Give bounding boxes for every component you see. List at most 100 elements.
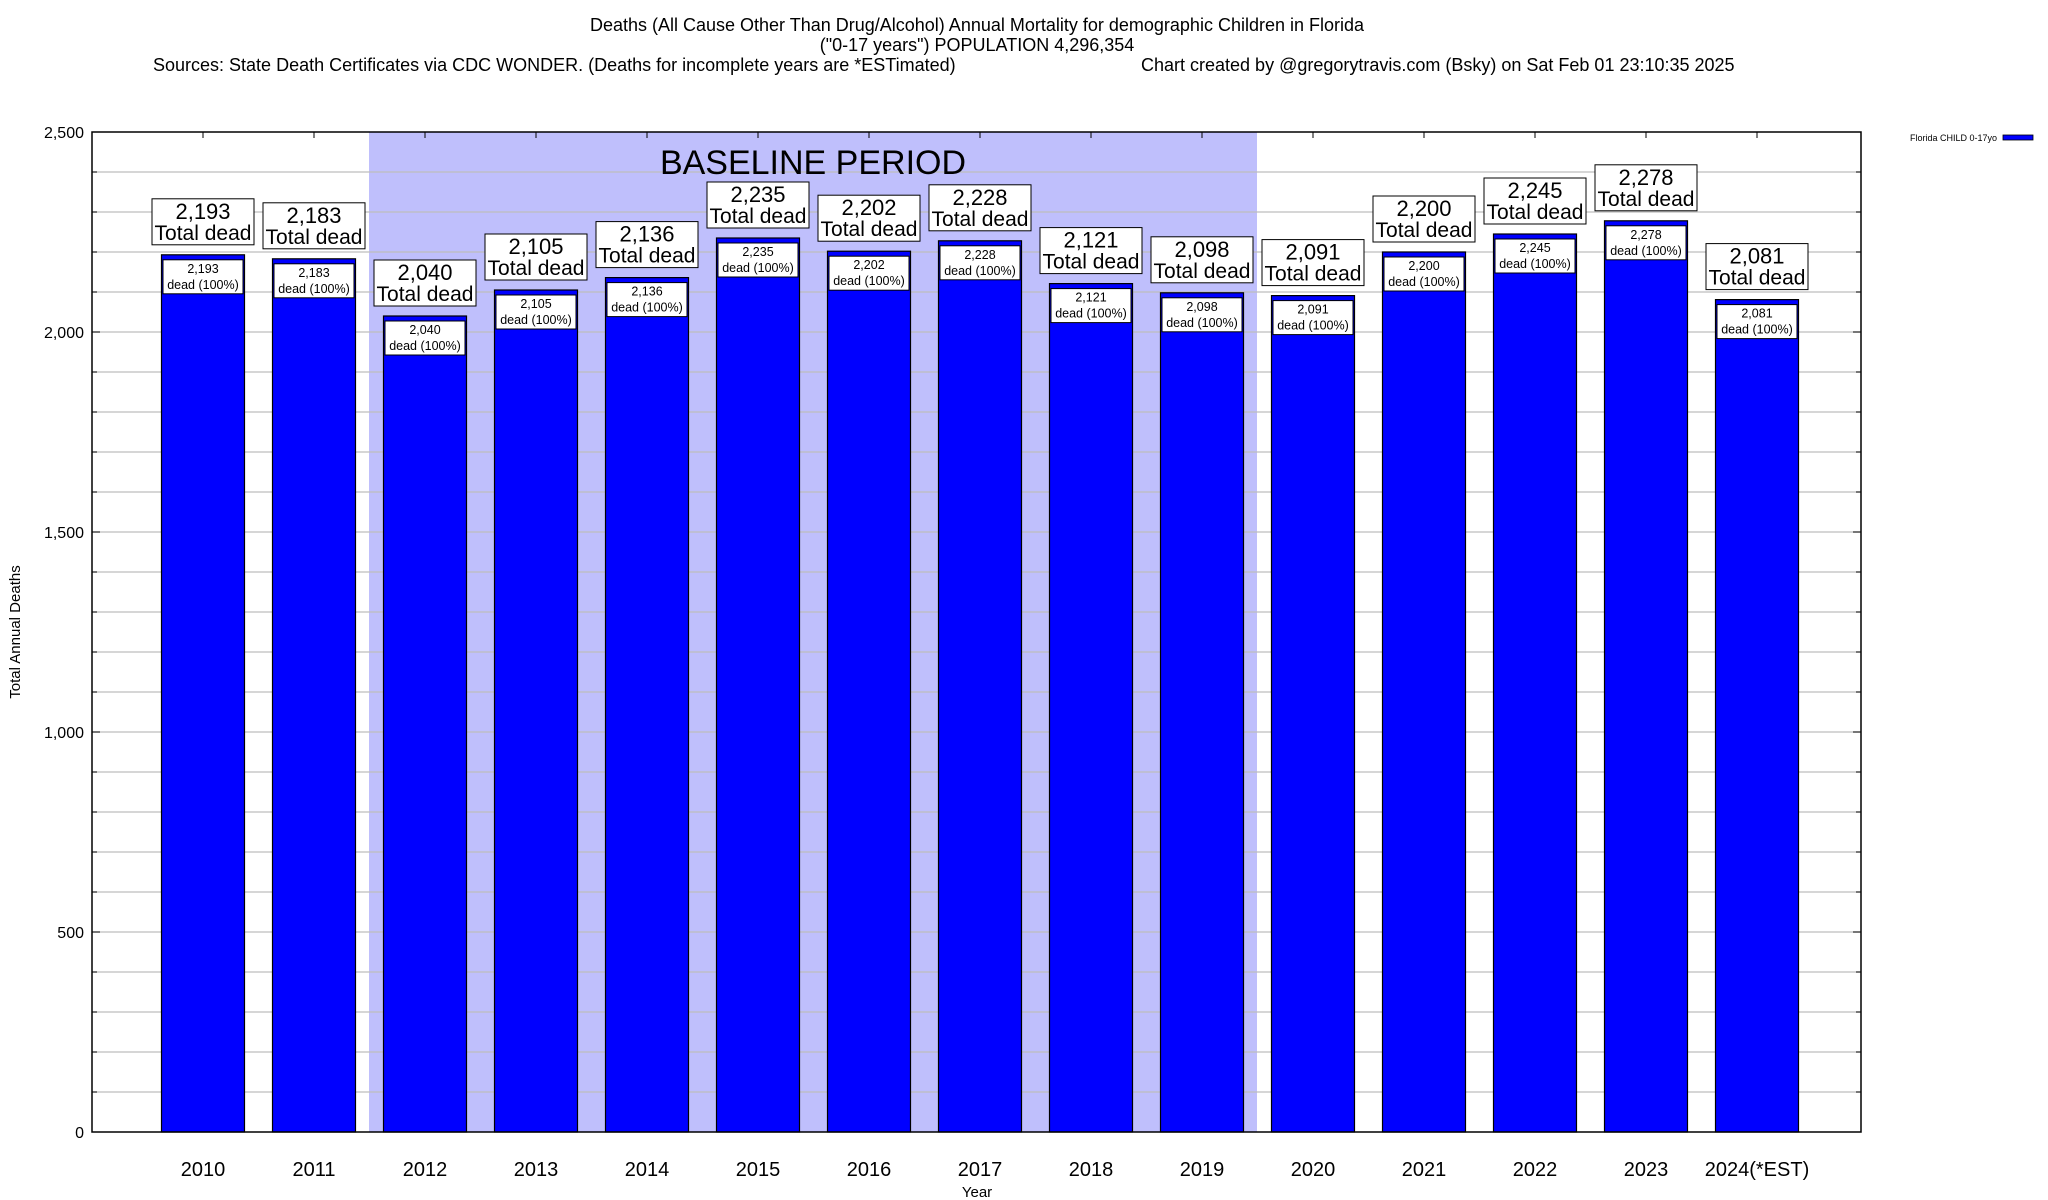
bar-2014 — [604, 277, 690, 1133]
inner-label-text: dead (100%) — [944, 264, 1016, 278]
total-label-value: 2,091 — [1285, 240, 1340, 265]
total-label-box — [1483, 177, 1587, 225]
inner-label-value: 2,202 — [853, 258, 884, 272]
total-label-box — [484, 233, 588, 281]
total-label-value: 2,245 — [1507, 178, 1562, 203]
total-label-box — [1372, 195, 1476, 243]
total-label-text: Total dead — [710, 205, 807, 228]
total-label-box — [1261, 239, 1365, 287]
total-label-text: Total dead — [266, 226, 363, 249]
y-tick-label: 500 — [57, 925, 84, 942]
total-label-text: Total dead — [932, 208, 1029, 231]
inner-label-value: 2,098 — [1186, 300, 1217, 314]
inner-label-text: dead (100%) — [1610, 244, 1682, 258]
total-label-value: 2,228 — [952, 185, 1007, 210]
inner-label-text: dead (100%) — [1388, 275, 1460, 289]
total-label-value: 2,183 — [286, 203, 341, 228]
chart-title: Deaths (All Cause Other Than Drug/Alcoho… — [590, 15, 1365, 35]
y-tick-label: 1,000 — [44, 725, 84, 742]
bar-2016 — [826, 250, 912, 1133]
x-tick-label: 2014 — [625, 1159, 670, 1181]
y-axis-label: Total Annual Deaths — [7, 565, 24, 698]
total-label-value: 2,278 — [1618, 165, 1673, 190]
legend-swatch — [2002, 134, 2034, 141]
inner-label-value: 2,200 — [1408, 259, 1439, 273]
inner-label-box — [717, 242, 799, 278]
total-label-box — [706, 181, 810, 229]
legend: Florida CHILD 0-17yo — [1910, 133, 2034, 143]
total-label-value: 2,098 — [1174, 237, 1229, 262]
bar-2023 — [1603, 220, 1689, 1133]
inner-label-text: dead (100%) — [278, 282, 350, 296]
chart-sources: Sources: State Death Certificates via CD… — [153, 55, 956, 75]
x-tick-label: 2013 — [514, 1159, 559, 1181]
inner-label-box — [606, 282, 688, 318]
bar-2011 — [271, 258, 357, 1133]
inner-label-text: dead (100%) — [1166, 316, 1238, 330]
inner-label-box — [384, 320, 466, 356]
total-label-box — [928, 184, 1032, 232]
inner-label-value: 2,040 — [409, 323, 440, 337]
total-label-box — [262, 202, 366, 250]
total-label-text: Total dead — [1487, 201, 1584, 224]
inner-label-box — [495, 294, 577, 330]
x-tick-label: 2015 — [736, 1159, 781, 1181]
total-label-text: Total dead — [377, 283, 474, 306]
x-tick-label: 2017 — [958, 1159, 1003, 1181]
total-label-box — [595, 221, 699, 269]
inner-label-text: dead (100%) — [167, 278, 239, 292]
total-label-value: 2,136 — [619, 222, 674, 247]
x-tick-label: 2010 — [181, 1159, 226, 1181]
bar-2019 — [1159, 292, 1245, 1133]
inner-label-box — [1605, 225, 1687, 261]
bar-2021 — [1381, 251, 1467, 1133]
bar-2012 — [382, 315, 468, 1133]
x-tick-label: 2024(*EST) — [1705, 1159, 1810, 1181]
inner-label-text: dead (100%) — [500, 313, 572, 327]
total-label-box — [1594, 164, 1698, 212]
inner-label-value: 2,183 — [298, 266, 329, 280]
total-label-text: Total dead — [155, 222, 252, 245]
inner-label-box — [1272, 300, 1354, 336]
total-label-box — [151, 198, 255, 246]
total-label-text: Total dead — [1376, 219, 1473, 242]
total-label-value: 2,040 — [397, 260, 452, 285]
inner-label-value: 2,245 — [1519, 241, 1550, 255]
inner-label-text: dead (100%) — [833, 274, 905, 288]
total-label-box — [1150, 236, 1254, 284]
total-label-box — [1039, 227, 1143, 275]
inner-label-box — [939, 245, 1021, 281]
chart-credit: Chart created by @gregorytravis.com (Bsk… — [1141, 55, 1735, 75]
bar-2024(*EST) — [1714, 299, 1800, 1133]
legend-label: Florida CHILD 0-17yo — [1910, 133, 1997, 143]
total-label-text: Total dead — [1598, 188, 1695, 211]
total-label-text: Total dead — [1265, 263, 1362, 286]
inner-label-value: 2,091 — [1297, 303, 1328, 317]
total-label-text: Total dead — [599, 245, 696, 268]
inner-label-value: 2,105 — [520, 297, 551, 311]
inner-label-value: 2,193 — [187, 262, 218, 276]
inner-label-text: dead (100%) — [722, 261, 794, 275]
x-tick-label: 2020 — [1291, 1159, 1336, 1181]
total-label-text: Total dead — [821, 218, 918, 241]
bar-2020 — [1270, 295, 1356, 1133]
inner-label-text: dead (100%) — [1277, 319, 1349, 333]
bar-2013 — [493, 289, 579, 1133]
total-label-text: Total dead — [1043, 251, 1140, 274]
inner-label-text: dead (100%) — [1499, 257, 1571, 271]
inner-label-value: 2,278 — [1630, 228, 1661, 242]
bar-2018 — [1048, 283, 1134, 1133]
y-tick-label: 0 — [75, 1125, 84, 1142]
inner-label-box — [1383, 256, 1465, 292]
inner-label-text: dead (100%) — [389, 339, 461, 353]
x-tick-label: 2021 — [1402, 1159, 1447, 1181]
bar-2022 — [1492, 233, 1578, 1133]
total-label-value: 2,121 — [1063, 228, 1118, 253]
total-label-text: Total dead — [1709, 267, 1806, 290]
total-label-value: 2,193 — [175, 199, 230, 224]
inner-label-value: 2,235 — [742, 245, 773, 259]
x-tick-label: 2019 — [1180, 1159, 1225, 1181]
baseline-period-annotation: BASELINE PERIOD — [660, 144, 966, 182]
x-tick-label: 2018 — [1069, 1159, 1114, 1181]
inner-label-box — [162, 259, 244, 295]
